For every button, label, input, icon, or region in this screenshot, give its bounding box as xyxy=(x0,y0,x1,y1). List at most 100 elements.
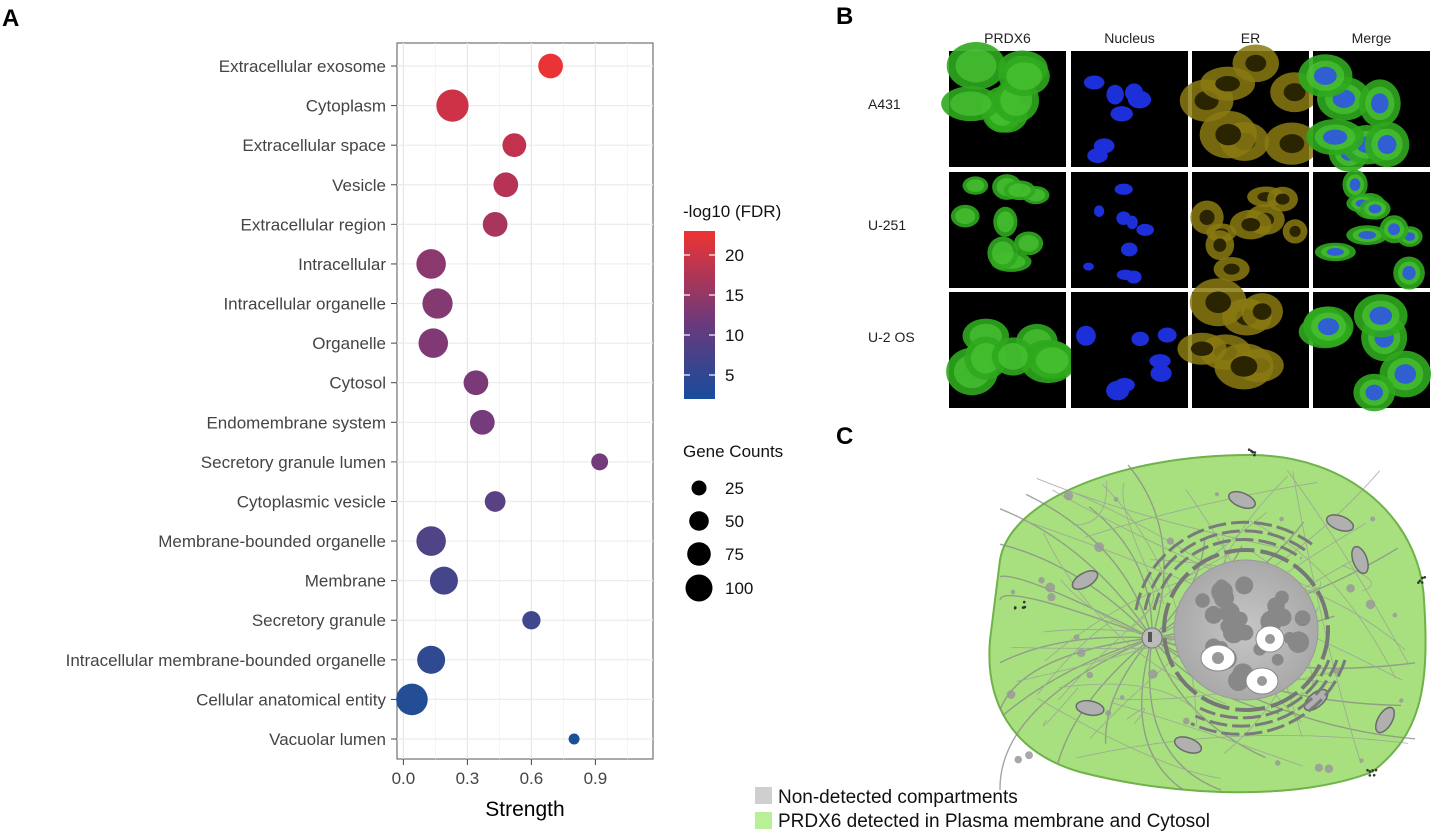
x-axis-title: Strength xyxy=(485,798,564,821)
er-void xyxy=(1215,123,1242,146)
size-legend-title: Gene Counts xyxy=(683,442,783,461)
tile-prdx6 xyxy=(949,172,1066,288)
cell-diagram xyxy=(988,448,1427,794)
category-labels: Extracellular exosome Cytoplasm Extracellu… xyxy=(66,57,397,749)
bubble-point xyxy=(502,133,527,158)
er-membrane xyxy=(1199,659,1331,720)
size-legend-items: 25 50 75 100 xyxy=(685,479,753,602)
nucleus-signal xyxy=(1394,364,1417,384)
nucleus-signal xyxy=(1326,248,1344,256)
microtubule xyxy=(999,636,1153,664)
bubble-point xyxy=(436,89,469,122)
nucleus-signal xyxy=(1106,84,1124,105)
color-legend-bar xyxy=(684,231,715,399)
cluster-dot xyxy=(1368,774,1372,777)
size-legend-label: 25 xyxy=(725,479,744,498)
panel-b-letter: B xyxy=(836,3,853,30)
category-label: Vacuolar lumen xyxy=(269,730,386,749)
cluster-dot xyxy=(1022,600,1026,604)
vesicle xyxy=(1370,516,1376,522)
vesicle xyxy=(1045,582,1056,593)
cluster-dot xyxy=(1253,451,1257,454)
image-tiles xyxy=(941,42,1431,412)
nucleus-signal xyxy=(1322,129,1348,145)
membrane-cluster xyxy=(1417,575,1427,584)
color-legend-ticks: 5 10 15 20 xyxy=(684,246,744,385)
cell-signal-core xyxy=(1008,183,1031,198)
column-header: PRDX6 xyxy=(984,30,1031,46)
membrane-cluster xyxy=(1247,448,1257,457)
x-tick-label: 0.0 xyxy=(392,769,416,788)
row-headers: A431 U-251 U-2 OS xyxy=(868,96,915,345)
cluster-dot xyxy=(1418,579,1422,583)
nucleus-signal xyxy=(1136,223,1155,236)
size-legend-label: 100 xyxy=(725,579,753,598)
nucleus-signal xyxy=(1349,178,1361,191)
vesicle xyxy=(1346,584,1355,593)
bubble-point xyxy=(538,53,563,79)
vesicle xyxy=(1014,755,1023,764)
bubble-point xyxy=(522,611,541,630)
nucleus-signal xyxy=(1358,230,1377,240)
actin-filament xyxy=(1126,577,1154,632)
nucleus-signal xyxy=(1149,354,1171,368)
vesicle xyxy=(1086,671,1094,679)
cluster-dot xyxy=(1253,453,1256,457)
nucleolus-core-2 xyxy=(1265,634,1275,644)
tile-er xyxy=(1177,278,1309,408)
vesicle xyxy=(1279,516,1284,522)
cell-signal-core xyxy=(998,343,1028,370)
mitochondrion xyxy=(1325,514,1355,532)
cell-signal-core xyxy=(966,179,985,193)
er-void xyxy=(1199,209,1215,226)
category-label: Intracellular organelle xyxy=(223,295,386,314)
vesicle xyxy=(1166,537,1175,545)
vesicle xyxy=(1047,592,1056,602)
chromatin-blob xyxy=(1294,610,1311,627)
bubble-point xyxy=(568,733,580,745)
size-legend: Gene Counts 25 50 75 100 xyxy=(683,442,783,602)
nucleus-signal xyxy=(1365,384,1383,401)
bubbles xyxy=(396,53,609,745)
category-label: Cytoplasm xyxy=(306,97,386,116)
bubble-point xyxy=(482,211,508,237)
nucleus-signal xyxy=(1093,138,1115,154)
vesicle xyxy=(1324,764,1334,774)
nucleus-signal xyxy=(1131,331,1149,347)
nucleus-signal xyxy=(1126,215,1138,230)
tile-merge xyxy=(1298,51,1430,172)
category-label: Extracellular region xyxy=(240,215,386,234)
panel-a-letter: A xyxy=(2,5,19,32)
nucleus-signal xyxy=(1157,327,1177,343)
cluster-dot xyxy=(1372,773,1376,777)
membrane-cluster xyxy=(1013,600,1027,610)
legend-swatch-non-detected xyxy=(755,787,772,804)
vesicle xyxy=(1073,634,1080,641)
tile-prdx6 xyxy=(946,292,1077,408)
size-legend-dot xyxy=(687,542,711,566)
bubble-point xyxy=(463,370,489,396)
actin-filament xyxy=(1043,532,1226,705)
nucleus-signal xyxy=(1369,306,1393,325)
tile-nucleus xyxy=(1071,292,1188,408)
cell-signal-core xyxy=(1006,62,1043,91)
er-void xyxy=(1252,303,1272,320)
x-axis-ticks: 0.0 0.3 0.6 0.9 xyxy=(392,759,607,788)
cell-signal-core xyxy=(996,211,1014,233)
bubble-chart: Extracellular exosome Cytoplasm Extracellu… xyxy=(66,42,654,821)
chromatin-blob xyxy=(1219,602,1240,623)
er-membrane xyxy=(1152,538,1303,611)
bubble-point xyxy=(469,409,495,435)
nucleus-signal xyxy=(1368,204,1382,214)
microtubule xyxy=(999,508,1153,639)
cell-signal-core xyxy=(1035,347,1069,374)
chromatin-blob xyxy=(1195,593,1210,608)
vesicle xyxy=(1182,717,1190,725)
legend-label-detected: PRDX6 detected in Plasma membrane and Cy… xyxy=(778,811,1210,832)
nucleus-signal xyxy=(1083,262,1094,271)
actin-filament xyxy=(1126,708,1145,725)
column-header: Merge xyxy=(1352,30,1392,46)
microtubule xyxy=(1002,637,1153,717)
microtubule xyxy=(999,637,1153,791)
vesicle xyxy=(1063,491,1074,501)
